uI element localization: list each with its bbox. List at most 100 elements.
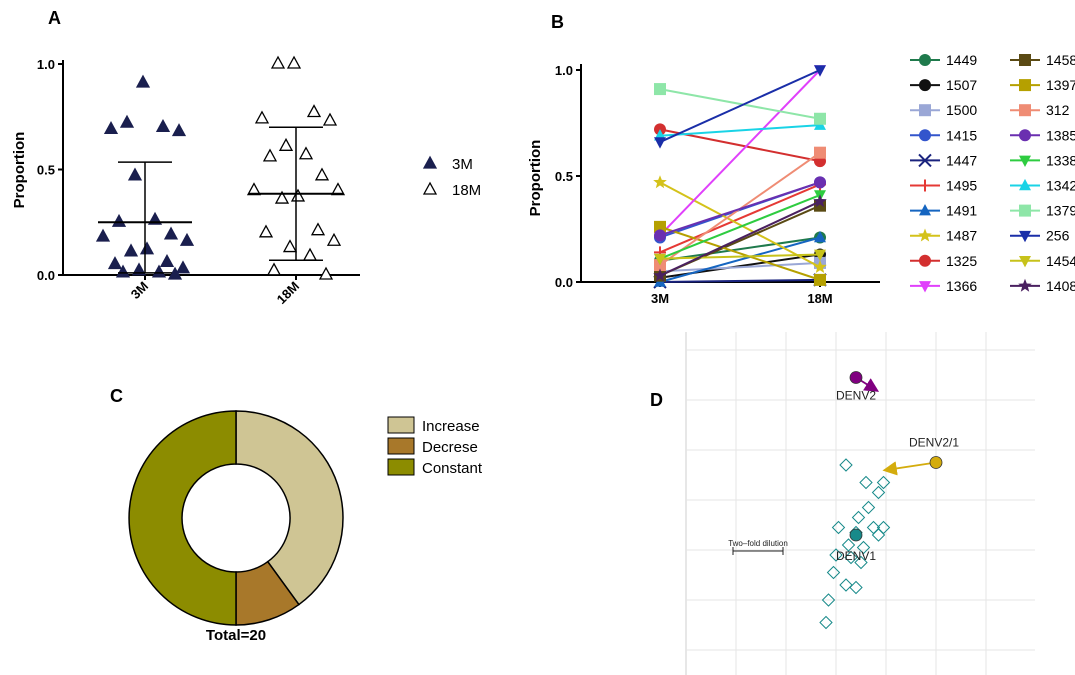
- panel-c-legend: Increase Decrese Constant: [387, 416, 483, 477]
- panel-b-point: [813, 194, 827, 208]
- panel-a-point: [155, 118, 171, 132]
- panel-b-point: [814, 249, 826, 262]
- panel-a-legend-marker: [422, 155, 438, 169]
- panel-a-point: [139, 241, 155, 255]
- panel-d-serum-point: [876, 475, 891, 490]
- panel-b-legend-marker: [918, 228, 932, 242]
- panel-d-serum-point: [844, 550, 858, 565]
- panel-d-serum-point: [821, 593, 836, 607]
- panel-a-point: [322, 112, 338, 126]
- panel-b-legend-item-1507: 1507: [910, 77, 977, 93]
- panel-d-sera: [819, 458, 891, 630]
- panel-b-series-line: [659, 69, 821, 143]
- panel-b-legend-marker: [1019, 256, 1031, 268]
- panel-b-legend-item-1500: 1500: [910, 102, 977, 118]
- panel-b-legend-item-1454: 1454: [1010, 253, 1075, 269]
- panel-d-serum-point: [854, 555, 868, 570]
- panel-b-point: [654, 137, 666, 149]
- panel-d-scalebar: Two–fold dilution: [728, 539, 788, 555]
- panel-b-legend-label: 1379: [1046, 203, 1075, 219]
- panel-a-ytick-label: 1.0: [37, 57, 55, 72]
- panel-d-serum-point: [849, 580, 863, 595]
- panel-b-legend: 1449 1507 1500 1415 1447 1495 1491 1487 1325 1366…: [910, 52, 1075, 294]
- panel-a-marks: [95, 55, 346, 280]
- panel-b-legend-label: 1487: [946, 228, 977, 244]
- panel-a-point: [262, 148, 278, 162]
- panel-c-legend-label: Constant: [422, 460, 483, 477]
- panel-d-serum-point: [826, 565, 841, 580]
- panel-b-legend-label: 1449: [946, 52, 977, 68]
- panel-a-point: [119, 114, 135, 128]
- panel-b-point: [814, 176, 826, 189]
- panel-b-point: [653, 268, 667, 282]
- panel-a-point: [302, 247, 318, 261]
- panel-b-series-line: [659, 225, 821, 281]
- panel-d-serum-point: [851, 510, 866, 525]
- panel-c-donut: Total=20 Increase Decrese Constant: [128, 410, 483, 644]
- panel-b-xtick-label: 18M: [807, 291, 832, 306]
- panel-label-c: C: [110, 386, 123, 406]
- panel-a-point: [151, 264, 167, 278]
- panel-a-point: [123, 243, 139, 257]
- panel-a-point: [115, 264, 131, 278]
- panel-d-antigen-label: DENV1: [836, 549, 876, 563]
- panel-b-xtick-label: 3M: [651, 291, 669, 306]
- panel-a-legend-marker: [422, 181, 438, 195]
- panel-b-legend-marker: [919, 54, 931, 66]
- panel-c-slice-constant: [128, 410, 237, 626]
- panel-a-ytick-label: 0.5: [37, 163, 55, 178]
- panel-b-legend-label: 1447: [946, 152, 977, 168]
- panel-b-series-1487: [653, 175, 827, 273]
- panel-b-point: [654, 229, 666, 242]
- panel-b-legend-marker: [919, 254, 931, 267]
- panel-label-a: A: [48, 8, 61, 28]
- panel-c-legend-swatch: [387, 458, 415, 476]
- panel-b-legend-item-256: 256: [1010, 228, 1070, 244]
- panel-b-legend-marker: [919, 281, 931, 293]
- panel-b-series-line: [659, 183, 821, 254]
- panel-b-legend-item-1491: 1491: [910, 203, 977, 219]
- panel-c-legend-label: Increase: [422, 418, 480, 435]
- panel-b-series-1408: [653, 194, 827, 282]
- panel-b-series-line: [659, 181, 821, 237]
- panel-b-series-1397: [654, 220, 826, 286]
- panel-b-series: [653, 65, 827, 289]
- panel-b-ylabel: Proportion: [527, 140, 544, 217]
- panel-b-legend-marker: [919, 179, 931, 192]
- panel-a-point: [286, 55, 302, 69]
- panel-b-legend-label: 1458: [1046, 52, 1075, 68]
- panel-a-ytick-label: 0.0: [37, 268, 55, 283]
- panel-b-series-line: [659, 200, 821, 277]
- panel-b-series-1379: [654, 83, 826, 125]
- panel-d-antigen-point: [929, 456, 943, 469]
- panel-d-serum-point: [839, 578, 853, 592]
- panel-a-point: [95, 228, 111, 242]
- panel-b-series-line: [659, 236, 821, 283]
- panel-b-legend-item-1325: 1325: [910, 253, 977, 269]
- panel-a-axes: [62, 60, 360, 276]
- panel-b-point: [814, 146, 826, 159]
- panel-b-ytick-label: 1.0: [555, 63, 573, 78]
- panel-d-serum-point: [841, 538, 856, 552]
- panel-label-b: B: [551, 12, 564, 32]
- panel-b-series-1454: [654, 249, 826, 266]
- panel-label-d: D: [650, 390, 663, 410]
- panel-b-series-line: [659, 194, 821, 260]
- panel-a-point: [131, 262, 147, 276]
- panel-c-slices: [128, 410, 344, 626]
- panel-b-series-line: [659, 236, 821, 262]
- panel-a-point: [103, 121, 119, 135]
- panel-a-point: [171, 123, 187, 137]
- panel-a-scatter: Proportion 0.0 0.5 1.0 3M 18M 3M 18M: [11, 55, 481, 307]
- panel-d-antigen-label: DENV2/1: [909, 436, 959, 450]
- panel-b-legend-marker: [918, 153, 932, 168]
- panel-b-legend-label: 1454: [1046, 253, 1075, 269]
- panel-a-point: [290, 188, 306, 202]
- panel-b-legend-label: 1338: [1046, 152, 1075, 168]
- panel-c-legend-label: Decrese: [422, 439, 478, 456]
- panel-b-ytick-label: 0.0: [555, 275, 573, 290]
- panel-b-legend-marker: [919, 104, 931, 117]
- panel-a-point: [278, 137, 294, 151]
- panel-b-legend-marker: [1019, 79, 1031, 92]
